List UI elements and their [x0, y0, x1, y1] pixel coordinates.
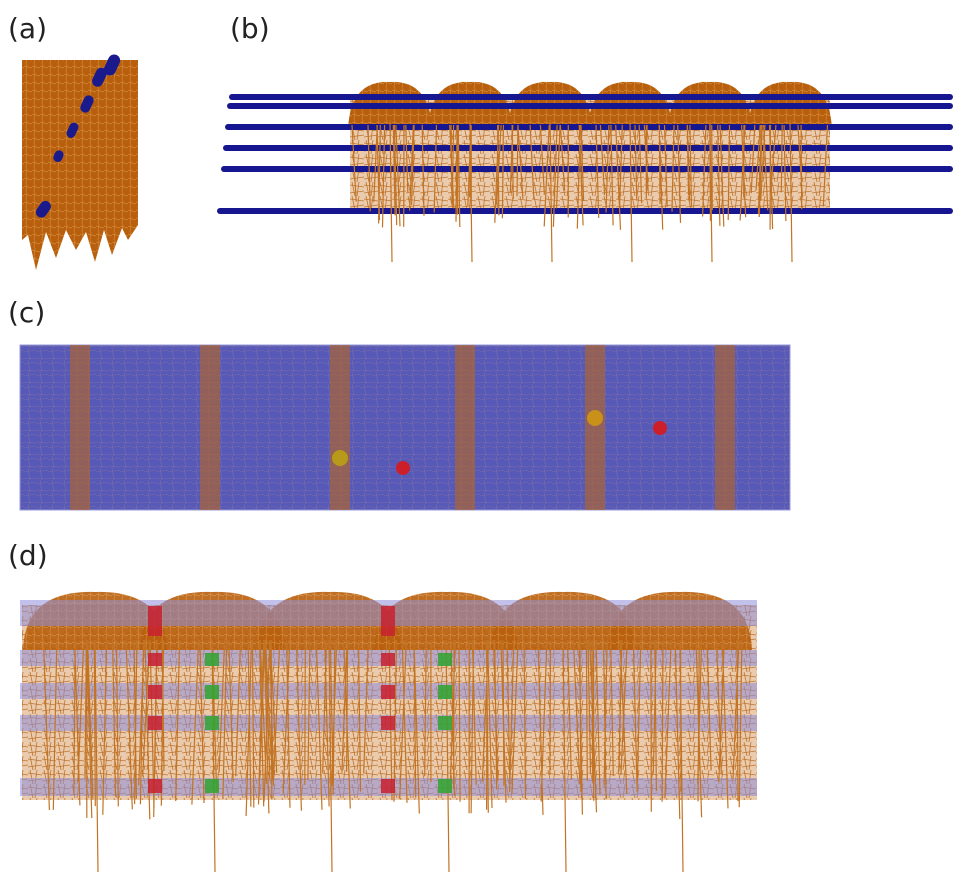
plant-row	[200, 345, 220, 510]
sensor	[381, 606, 395, 636]
sensor	[148, 653, 162, 666]
panel-label: (c)	[8, 296, 45, 329]
sensor	[205, 779, 219, 793]
panel-a	[22, 52, 138, 270]
plant-row	[330, 345, 350, 510]
box-outline	[20, 345, 790, 510]
plant-row	[585, 345, 605, 510]
panel-label: (d)	[8, 539, 48, 572]
sensor	[148, 779, 162, 793]
sensor	[148, 716, 162, 730]
sensor	[381, 653, 395, 666]
marker	[332, 450, 348, 466]
sensor	[381, 716, 395, 730]
sensor	[381, 685, 395, 699]
sensor	[438, 685, 452, 699]
sensor	[148, 606, 162, 636]
plant-row	[455, 345, 475, 510]
plant-row	[70, 345, 90, 510]
panel-b	[220, 82, 950, 262]
panel-label: (b)	[230, 12, 270, 45]
sensor	[381, 779, 395, 793]
sensor	[438, 716, 452, 730]
root-system	[22, 60, 138, 270]
marker	[587, 410, 603, 426]
panel-d	[20, 592, 757, 872]
sensor	[205, 653, 219, 666]
sensor	[205, 716, 219, 730]
plant-row	[715, 345, 735, 510]
panel-label: (a)	[8, 12, 47, 45]
marker	[653, 421, 667, 435]
marker	[396, 461, 410, 475]
sensor	[438, 779, 452, 793]
sensor	[148, 685, 162, 699]
sensor	[438, 653, 452, 666]
figure: (a) (b) (c) (d)	[0, 0, 955, 881]
panel-c	[20, 345, 790, 510]
sensor	[205, 685, 219, 699]
